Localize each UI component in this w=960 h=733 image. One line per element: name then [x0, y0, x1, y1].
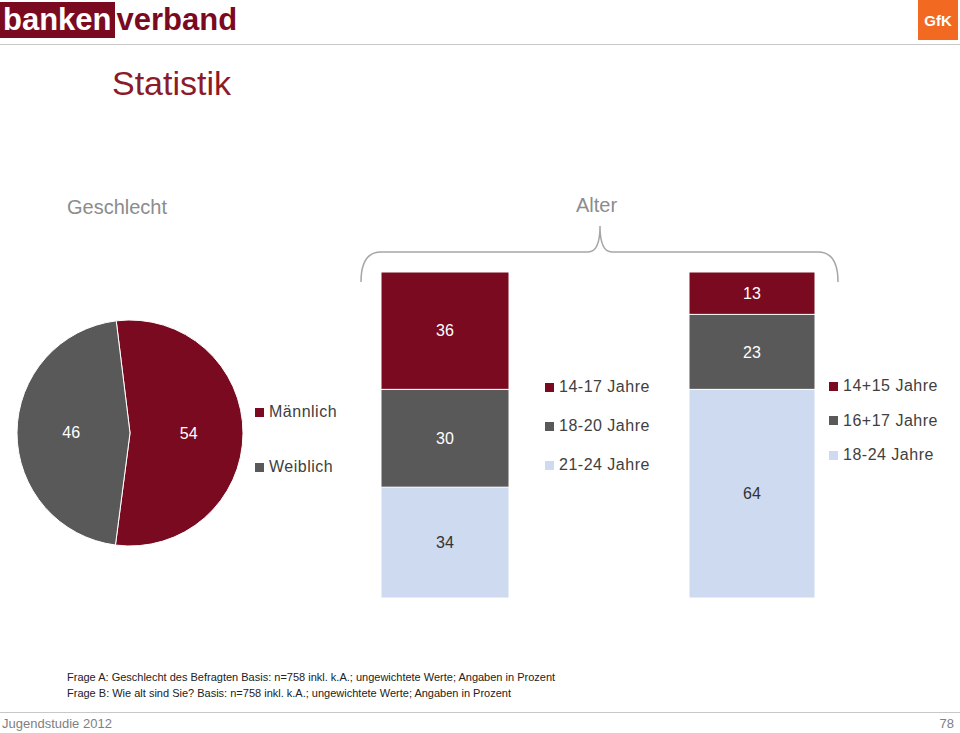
html-text:Frage B: Wie alt sind Sie? Bas: Frage B: Wie alt sind Sie? Basis: n=758 …	[67, 687, 511, 699]
html-text:Alter: Alter	[576, 194, 618, 216]
svg-text:34: 34	[436, 534, 454, 551]
html-text:16+17 Jahre: 16+17 Jahre	[843, 411, 938, 429]
html-text:Weiblich: Weiblich	[269, 458, 334, 475]
html-text:Jugendstudie 2012: Jugendstudie 2012	[2, 716, 112, 731]
svg-text:13: 13	[743, 285, 761, 302]
html-text:18-20 Jahre: 18-20 Jahre	[559, 417, 650, 434]
html-text:14-17 Jahre: 14-17 Jahre	[559, 378, 650, 395]
svg-text:64: 64	[743, 485, 761, 502]
html-text:Männlich: Männlich	[269, 403, 337, 420]
svg-text:46: 46	[62, 424, 80, 441]
svg-text:23: 23	[743, 344, 761, 361]
html-text:banken verband: banken verband	[3, 2, 238, 37]
html-text:Frage A: Geschlecht des Befrag: Frage A: Geschlecht des Befragten Basis:…	[67, 671, 556, 683]
html-text:Geschlecht: Geschlecht	[67, 196, 168, 218]
html-text:18-24 Jahre: 18-24 Jahre	[843, 446, 934, 463]
svg-text:30: 30	[436, 430, 454, 447]
svg-text:36: 36	[436, 322, 454, 339]
html-text:Statistik: Statistik	[112, 64, 231, 102]
html-text:21-24 Jahre: 21-24 Jahre	[559, 456, 650, 473]
html-text:78: 78	[939, 716, 954, 731]
html-text:GfK: GfK	[924, 11, 952, 29]
svg-text:54: 54	[180, 425, 198, 442]
html-text:14+15 Jahre: 14+15 Jahre	[843, 377, 938, 394]
